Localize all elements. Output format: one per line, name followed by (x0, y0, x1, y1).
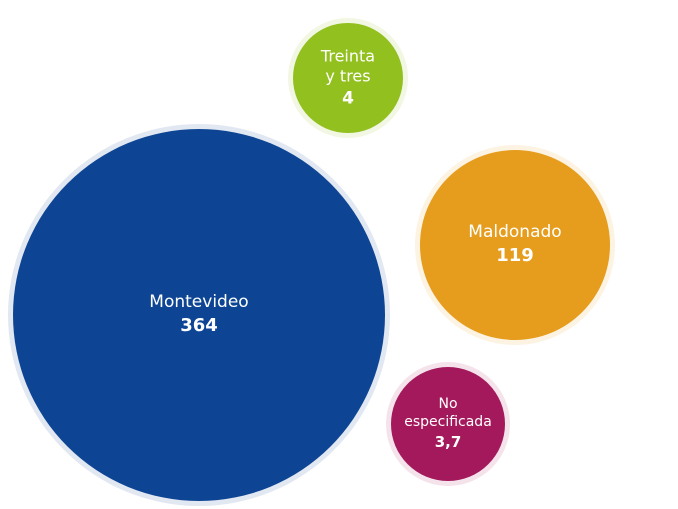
value-label: 3,7 (434, 433, 462, 452)
bubble (293, 23, 403, 133)
bubble-label: Maldonado 119 (445, 222, 585, 268)
category-label: Maldonado (468, 222, 562, 243)
bubble (420, 150, 610, 340)
category-label: No especificada (404, 396, 492, 430)
category-label: Treinta y tres (320, 46, 376, 86)
bubble-label: Treinta y tres 4 (315, 46, 381, 109)
category-label: Montevideo (149, 292, 249, 313)
value-label: 364 (180, 315, 218, 337)
bubble (391, 367, 505, 481)
bubble (13, 129, 385, 501)
bubble-label: Montevideo 364 (119, 292, 279, 338)
value-label: 119 (496, 245, 534, 267)
bubble-label: No especificada 3,7 (400, 396, 496, 452)
value-label: 4 (342, 88, 354, 109)
